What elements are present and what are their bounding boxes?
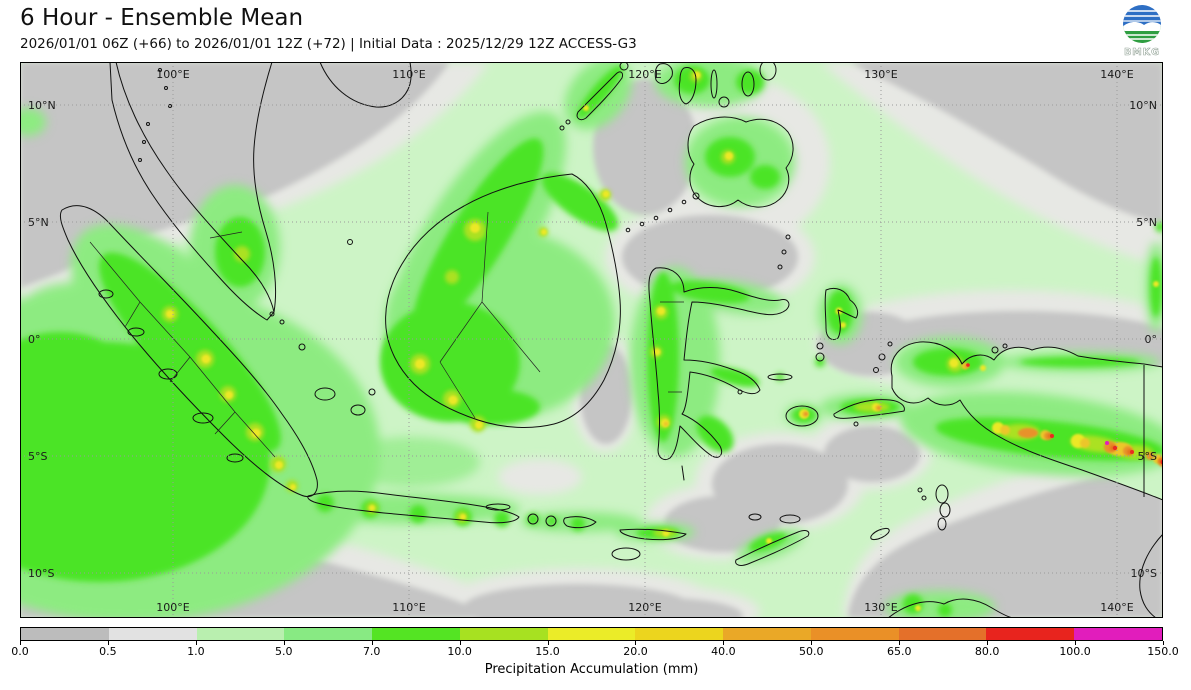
lon-label-bottom: 120°E: [628, 601, 661, 614]
colorbar-tick-label: 40.0: [711, 645, 736, 658]
colorbar-tick-label: 1.0: [187, 645, 205, 658]
colorbar-tick-label: 50.0: [799, 645, 824, 658]
lon-label-bottom: 110°E: [392, 601, 425, 614]
lon-label-top: 140°E: [1100, 68, 1133, 81]
colorbar-tick-mark: [899, 641, 901, 645]
precip-bright: [20, 65, 1163, 617]
lon-label-top: 120°E: [628, 68, 661, 81]
colorbar-segment: [635, 628, 724, 640]
lat-label-left: 0°: [28, 333, 41, 346]
colorbar-segment: [196, 628, 285, 640]
colorbar-segment: [898, 628, 987, 640]
colorbar-tick-mark: [20, 641, 21, 645]
lon-label-top: 100°E: [156, 68, 189, 81]
colorbar-tick-mark: [195, 641, 197, 645]
colorbar-tick-mark: [635, 641, 637, 645]
forecast-valid-time: 2026/01/01 06Z (+66) to 2026/01/01 12Z (…: [20, 35, 637, 52]
colorbar-segment: [284, 628, 373, 640]
bmkg-logo: BMKG: [1117, 2, 1167, 60]
lat-label-left: 10°N: [28, 99, 56, 112]
colorbar-segment: [108, 628, 197, 640]
graticule: [20, 62, 1163, 618]
colorbar-segment: [21, 628, 109, 640]
admin-boundaries: [89, 211, 684, 458]
colorbar-tick-label: 5.0: [275, 645, 293, 658]
colorbar-label: Precipitation Accumulation (mm): [484, 662, 699, 677]
colorbar-tick-label: 150.0: [1147, 645, 1179, 658]
lat-label-right: 10°S: [1131, 567, 1157, 580]
colorbar-tick-label: 0.5: [99, 645, 117, 658]
colorbar-segment: [810, 628, 899, 640]
colorbar-segment: [547, 628, 636, 640]
lon-label-bottom: 130°E: [864, 601, 897, 614]
graticule-labels: 100°E 110°E 120°E 130°E 140°E 100°E 110°…: [28, 68, 1157, 614]
colorbar-tick-mark: [107, 641, 109, 645]
bmkg-logo-text: BMKG: [1124, 47, 1160, 58]
colorbar-tick-mark: [1163, 641, 1164, 645]
colorbar-tick-label: 15.0: [535, 645, 560, 658]
lon-label-top: 130°E: [864, 68, 897, 81]
lat-label-right: 5°S: [1138, 450, 1157, 463]
colorbar-tick-mark: [987, 641, 989, 645]
bmkg-logo-icon: BMKG: [1123, 5, 1161, 58]
colorbar-segment: [723, 628, 811, 640]
header: 6 Hour - Ensemble Mean 2026/01/01 06Z (+…: [20, 4, 637, 52]
colorbar-tick-mark: [371, 641, 373, 645]
lat-label-left: 5°S: [28, 450, 47, 463]
colorbar-segment: [372, 628, 460, 640]
lat-label-right: 10°N: [1129, 99, 1157, 112]
colorbar-tick-mark: [811, 641, 813, 645]
colorbar-tick-label: 7.0: [362, 645, 381, 658]
colorbar-tick-mark: [723, 641, 725, 645]
map-border: [20, 62, 1163, 618]
coastlines: [59, 62, 1163, 618]
colorbar-tick-label: 100.0: [1059, 645, 1091, 658]
lon-label-bottom: 140°E: [1100, 601, 1133, 614]
colorbar-segment: [1074, 628, 1162, 640]
page-title: 6 Hour - Ensemble Mean: [20, 5, 304, 31]
lon-label-bottom: 100°E: [156, 601, 189, 614]
colorbar-strip: [20, 627, 1163, 641]
colorbar-segment: [459, 628, 548, 640]
colorbar-tick-label: 20.0: [623, 645, 648, 658]
colorbar-tick-mark: [1075, 641, 1077, 645]
precip-magenta: [1105, 441, 1109, 445]
colorbar-segment: [986, 628, 1075, 640]
lon-label-top: 110°E: [392, 68, 425, 81]
map-area: 100°E 110°E 120°E 130°E 140°E 100°E 110°…: [20, 62, 1163, 618]
colorbar-tick-mark: [459, 641, 461, 645]
forecast-map: 100°E 110°E 120°E 130°E 140°E 100°E 110°…: [20, 62, 1163, 618]
lat-label-left: 10°S: [28, 567, 54, 580]
colorbar-tick-mark: [283, 641, 285, 645]
colorbar-tick-mark: [547, 641, 549, 645]
colorbar-ticks: 0.0 0.5 1.0 5.0 7.0 10.0 15.0 20.0 40.0 50.0 65.0 8…: [11, 641, 1179, 659]
precip-red: [966, 363, 1163, 465]
colorbar-tick-label: 65.0: [886, 645, 912, 658]
colorbar-tick-label: 10.0: [447, 645, 472, 658]
lat-label-right: 0°: [1145, 333, 1158, 346]
lat-label-left: 5°N: [28, 216, 49, 229]
colorbar-tick-label: 80.0: [974, 645, 1000, 658]
lat-label-right: 5°N: [1136, 216, 1157, 229]
colorbar-tick-label: 0.0: [11, 645, 29, 658]
